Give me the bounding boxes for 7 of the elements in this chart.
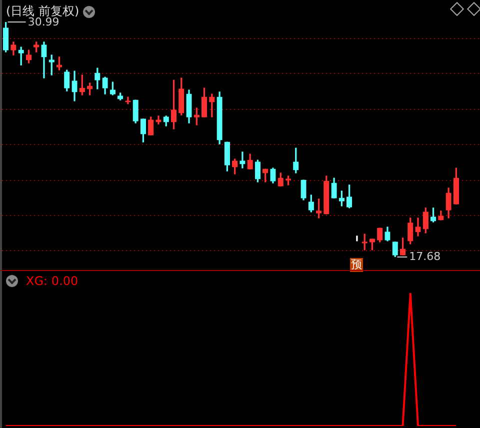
text: 预 xyxy=(350,258,363,272)
candlestick xyxy=(240,152,246,168)
annotation: 17.68 xyxy=(409,250,441,263)
chart-title: (日线 前复权) xyxy=(6,3,80,18)
annotation: 30.99 xyxy=(28,15,60,28)
candlestick xyxy=(125,96,131,104)
text: XG: 0.00 xyxy=(26,274,78,288)
